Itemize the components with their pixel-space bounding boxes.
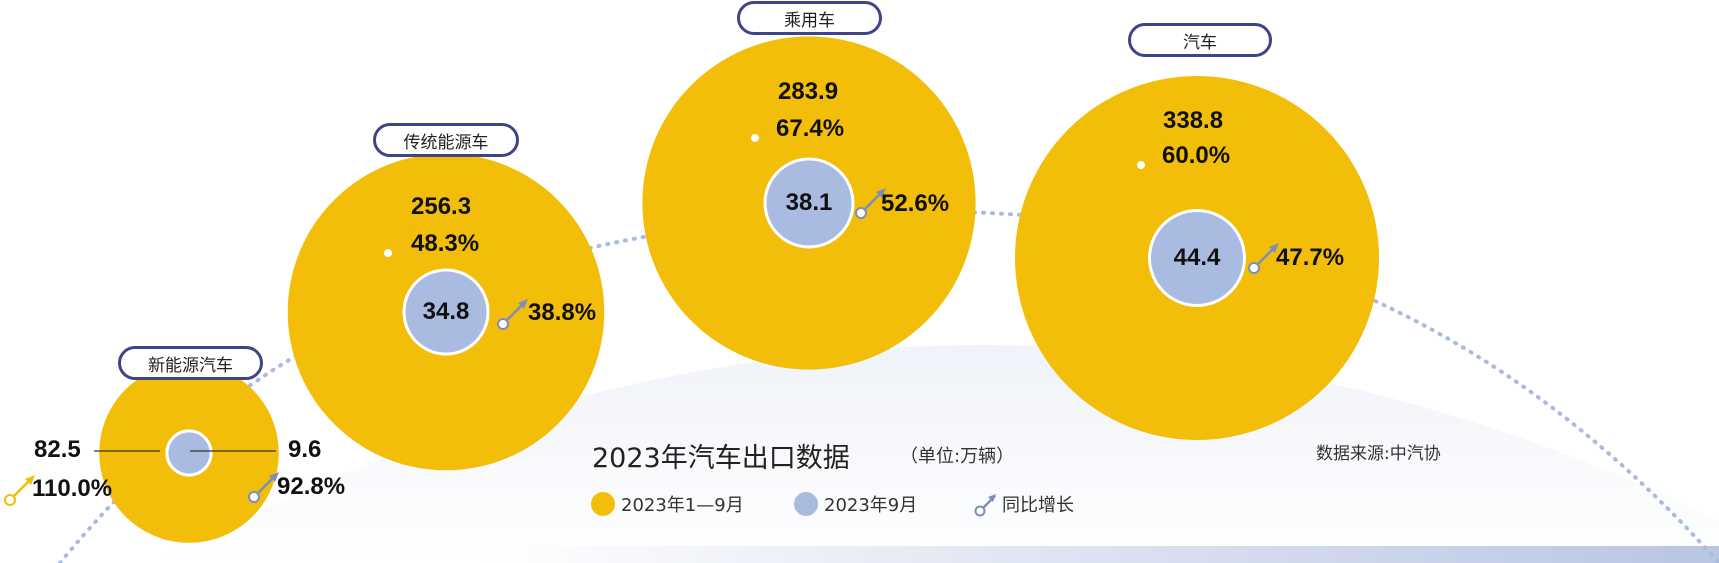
outer-growth-passenger: 67.4% (776, 115, 845, 142)
outer-growth-nev: 110.0% (32, 475, 113, 502)
legend-label: 同比增长 (1002, 495, 1074, 516)
category-text: 汽车 (1183, 32, 1217, 53)
inner-bubble-nev (165, 429, 213, 477)
growth-arrow-icon (4, 475, 35, 506)
category-text: 传统能源车 (403, 132, 489, 153)
inner-growth-traditional: 38.8% (528, 299, 597, 326)
category-text: 乘用车 (784, 10, 835, 31)
category-label-auto: 汽车 (1128, 23, 1272, 57)
legend-label: 2023年9月 (824, 495, 918, 516)
category-label-traditional: 传统能源车 (373, 123, 519, 157)
inner-growth-nev: 92.8% (277, 473, 346, 500)
category-label-nev: 新能源汽车 (118, 346, 263, 380)
growth-arrow-icon (1135, 140, 1166, 171)
inner-value-nev: 9.6 (288, 436, 322, 463)
inner-value-auto: 44.4 (1173, 244, 1221, 271)
outer-growth-traditional: 48.3% (411, 230, 480, 257)
outer-growth-auto: 60.0% (1162, 142, 1231, 169)
growth-arrow-icon (248, 472, 279, 503)
inner-bubble-traditional (402, 268, 490, 356)
inner-bubble-passenger (763, 157, 855, 249)
inner-growth-passenger: 52.6% (881, 190, 950, 217)
chart-title: 2023年汽车出口数据 (592, 443, 850, 474)
chart-unit: （单位:万辆） (900, 446, 1015, 467)
outer-value-passenger: 283.9 (778, 78, 839, 105)
category-label-passenger: 乘用车 (737, 1, 882, 35)
outer-value-nev: 82.5 (34, 436, 81, 463)
growth-arrow-icon (497, 299, 528, 330)
growth-arrow-icon (855, 188, 886, 219)
data-source: 数据来源:中汽协 (1316, 444, 1441, 464)
outer-value-auto: 338.8 (1163, 107, 1224, 134)
legend-item-ytd: 2023年1—9月 (591, 492, 744, 516)
growth-arrow-icon (974, 494, 996, 517)
legend-swatch-blue (794, 492, 818, 516)
outer-value-traditional: 256.3 (411, 193, 472, 220)
growth-arrow-icon (1248, 243, 1279, 274)
legend-swatch-yellow (591, 492, 615, 516)
legend-item-sep: 2023年9月 (794, 492, 917, 516)
inner-bubble-auto (1148, 209, 1246, 307)
inner-value-passenger: 38.1 (785, 189, 833, 216)
growth-arrow-icon (749, 113, 780, 144)
category-text: 新能源汽车 (148, 355, 233, 376)
legend-label: 2023年1—9月 (621, 495, 744, 516)
inner-value-traditional: 34.8 (422, 298, 470, 325)
inner-growth-auto: 47.7% (1276, 244, 1345, 271)
growth-arrow-icon (382, 228, 413, 259)
legend-item-growth: 同比增长 (974, 492, 1074, 517)
